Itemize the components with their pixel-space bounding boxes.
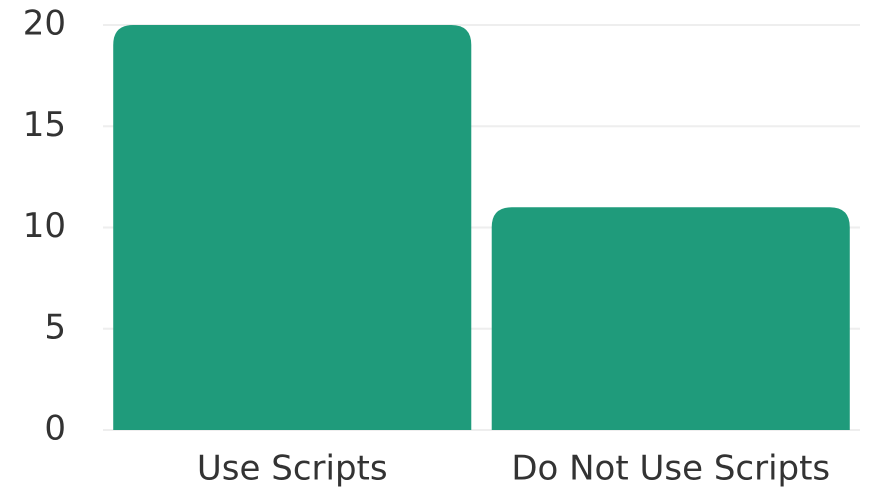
bar (491, 207, 850, 430)
y-tick-label: 0 (44, 409, 66, 449)
y-tick-label: 5 (44, 307, 66, 347)
y-tick-label: 15 (23, 105, 66, 145)
bar (113, 25, 472, 430)
x-tick-label: Use Scripts (197, 449, 388, 489)
y-tick-label: 10 (23, 206, 66, 246)
x-tick-label: Do Not Use Scripts (511, 449, 830, 489)
y-tick-label: 20 (23, 4, 66, 44)
